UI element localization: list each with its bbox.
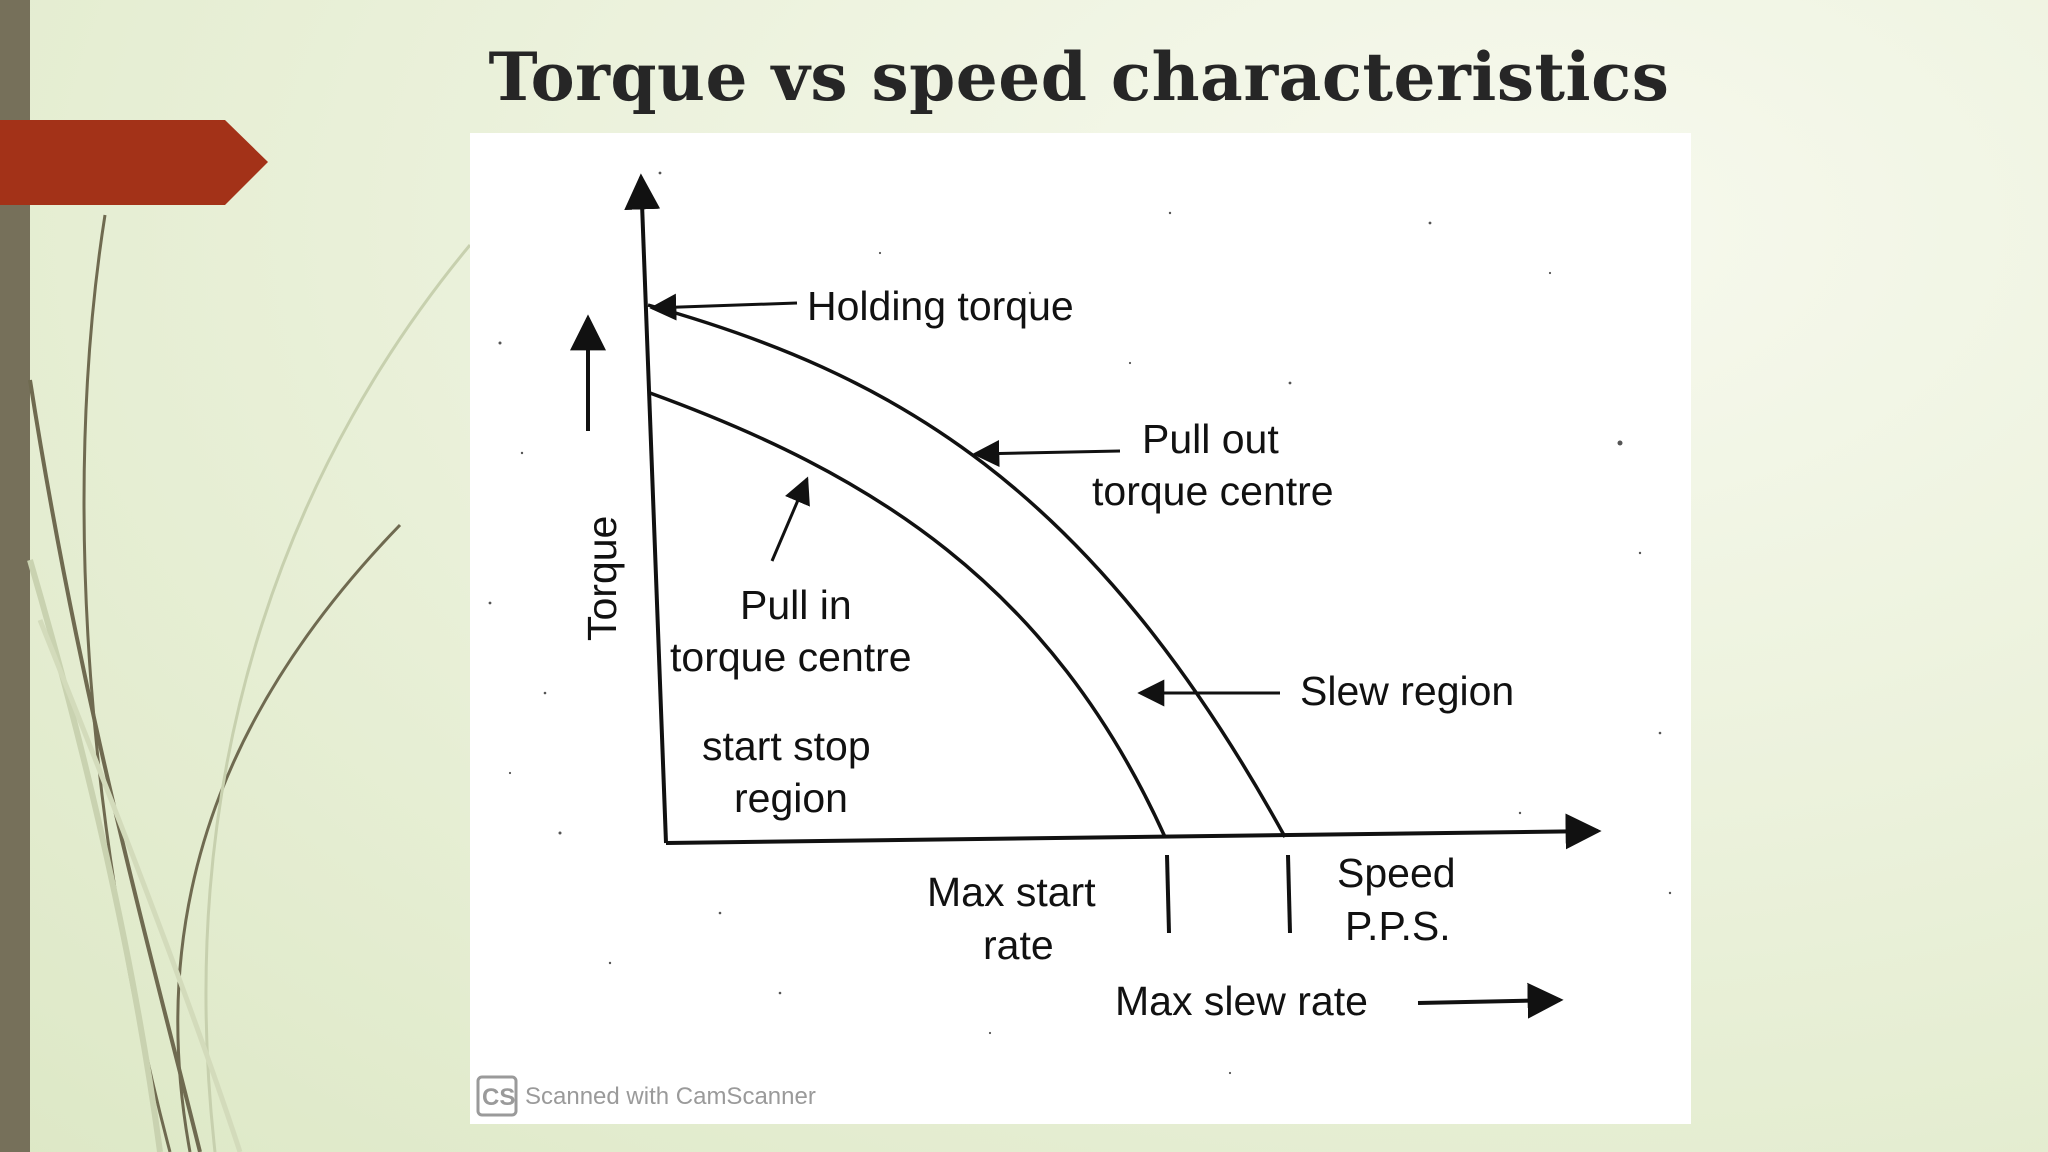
- watermark-logo: CS: [482, 1084, 515, 1111]
- holding-torque-arrow: [649, 293, 798, 321]
- max-slew-rate-tick: [1286, 854, 1292, 934]
- pull-out-label-line1: Pull out: [1142, 416, 1279, 462]
- pull-in-arrow: [770, 476, 810, 562]
- max-start-rate-tick: [1165, 854, 1171, 934]
- watermark-text: Scanned with CamScanner: [525, 1083, 816, 1110]
- y-axis-label: Torque: [579, 516, 625, 641]
- scanned-diagram-panel: Torque Holding torque Pull out torque ce…: [470, 133, 1691, 1124]
- start-stop-label-line2: region: [734, 775, 848, 821]
- accent-arrow-tab: [0, 120, 268, 205]
- speed-label-line2: P.P.S.: [1345, 903, 1451, 949]
- x-axis: [665, 813, 1602, 850]
- pull-out-arrow: [972, 440, 1121, 467]
- max-start-label-line1: Max start: [927, 869, 1096, 915]
- pull-in-label-line1: Pull in: [740, 582, 852, 628]
- max-start-label-line2: rate: [983, 922, 1054, 968]
- y-axis: [624, 173, 668, 844]
- speed-label-line1: Speed: [1337, 850, 1456, 896]
- pull-out-label-line2: torque centre: [1092, 468, 1334, 514]
- speed-direction-arrow: [1417, 982, 1564, 1019]
- scan-speckles: [488, 171, 1672, 1075]
- max-slew-rate-label: Max slew rate: [1115, 978, 1368, 1024]
- slide-title: Torque vs speed characteristics: [488, 38, 1670, 116]
- torque-speed-diagram: Torque Holding torque Pull out torque ce…: [476, 171, 1672, 1117]
- decorative-grass-lines: [27, 214, 472, 1152]
- pull-in-label-line2: torque centre: [670, 634, 912, 680]
- camscanner-watermark: CS Scanned with CamScanner: [476, 1075, 816, 1117]
- start-stop-label-line1: start stop: [702, 723, 871, 769]
- pull-in-torque-curve: [649, 391, 1167, 838]
- slew-region-label: Slew region: [1300, 668, 1514, 714]
- holding-torque-label: Holding torque: [807, 283, 1074, 329]
